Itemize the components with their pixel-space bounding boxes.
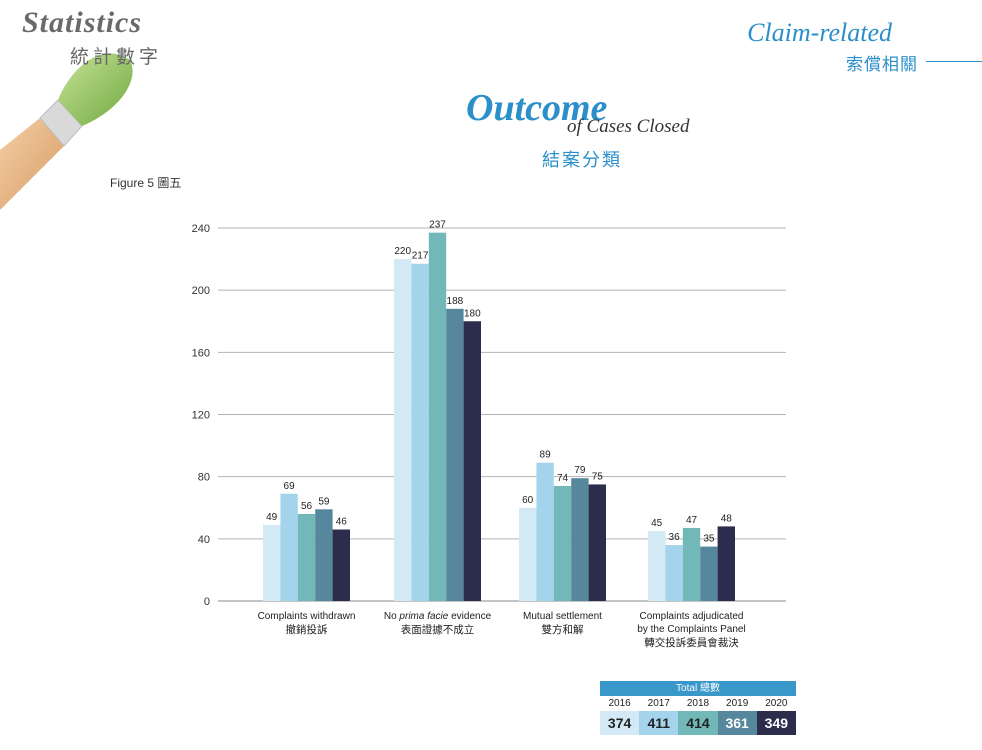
totals-value: 349: [756, 711, 796, 735]
bar: [463, 321, 481, 601]
y-tick-label: 200: [192, 285, 210, 297]
bar: [519, 507, 537, 601]
y-tick-label: 160: [192, 347, 210, 359]
category-label: Mutual settlement: [523, 611, 602, 622]
totals-value: 414: [678, 711, 718, 735]
y-tick-label: 0: [204, 596, 210, 608]
bar: [648, 531, 666, 601]
totals-year: 2017: [647, 698, 670, 709]
bar: [280, 493, 298, 601]
bar: [717, 526, 735, 601]
bar: [682, 527, 701, 601]
category-label-zh: 撤銷投訴: [286, 623, 328, 636]
totals-value: 361: [717, 711, 757, 735]
figure-label: Figure 5 圖五: [110, 176, 182, 190]
totals-value: 374: [600, 711, 640, 735]
section-title-en: Statistics: [22, 6, 143, 39]
data-label: 36: [669, 532, 681, 543]
data-label: 79: [574, 465, 586, 476]
data-label: 47: [686, 515, 698, 526]
data-label: 49: [266, 512, 278, 523]
data-label: 220: [394, 246, 411, 257]
totals-year: 2018: [686, 698, 710, 709]
category-label-zh: 轉交投訴委員會裁決: [644, 636, 739, 649]
bar: [428, 232, 447, 601]
chart-title-rest: of Cases Closed: [567, 116, 690, 137]
category-label-zh: 表面證據不成立: [401, 623, 475, 636]
category-label-line2: by the Complaints Panel: [637, 624, 745, 635]
totals-year: 2019: [726, 698, 749, 709]
bar: [332, 529, 350, 601]
chart-title-zh: 結案分類: [542, 150, 622, 170]
data-label: 180: [464, 308, 481, 319]
totals-values-row: 374 411 414 361 349: [600, 711, 796, 735]
data-label: 48: [721, 513, 733, 524]
paintbrush-illustration: [0, 53, 133, 210]
bar: [411, 263, 429, 601]
header-rule: [926, 61, 982, 62]
y-tick-label: 40: [198, 534, 210, 546]
data-label: 217: [412, 251, 429, 262]
totals-header: Total 總數: [600, 681, 796, 696]
category-label: Complaints adjudicated: [640, 611, 744, 622]
bar: [700, 546, 718, 601]
category-label: Complaints withdrawn: [258, 611, 356, 622]
data-label: 188: [447, 296, 464, 307]
y-tick-label: 80: [198, 472, 210, 484]
bar: [263, 524, 281, 601]
bar: [297, 513, 316, 601]
bar: [588, 484, 606, 601]
totals-years-row: 2016 2017 2018 2019 2020: [600, 696, 796, 711]
data-label: 35: [703, 534, 715, 545]
data-label: 46: [336, 517, 348, 528]
totals-value: 411: [639, 711, 679, 735]
category-title-zh: 索償相關: [846, 55, 918, 74]
bar: [315, 509, 333, 601]
bar: [665, 545, 683, 601]
bar: [536, 462, 554, 601]
section-title-zh: 統計數字: [70, 46, 163, 68]
data-label: 74: [557, 473, 569, 484]
category-title-en: Claim-related: [747, 18, 892, 47]
data-label: 69: [284, 481, 296, 492]
data-label: 45: [651, 518, 663, 529]
bar: [553, 485, 572, 601]
totals-table: Total 總數 2016 2017 2018 2019 2020 374 41…: [600, 681, 796, 735]
data-label: 56: [301, 501, 313, 512]
bar: [571, 478, 589, 601]
chart-title-main: Outcome: [466, 87, 608, 129]
data-label: 75: [592, 471, 604, 482]
y-tick-label: 120: [192, 410, 210, 422]
data-label: 59: [318, 496, 330, 507]
category-label: No prima facie evidence: [384, 611, 492, 622]
bar: [446, 308, 464, 601]
totals-year: 2020: [765, 698, 788, 709]
data-label: 60: [522, 495, 534, 506]
data-label: 237: [429, 220, 446, 231]
y-tick-label: 240: [192, 223, 210, 235]
category-label-zh: 雙方和解: [542, 623, 584, 636]
data-label: 89: [540, 450, 552, 461]
bar: [394, 259, 412, 601]
totals-year: 2016: [608, 698, 631, 709]
